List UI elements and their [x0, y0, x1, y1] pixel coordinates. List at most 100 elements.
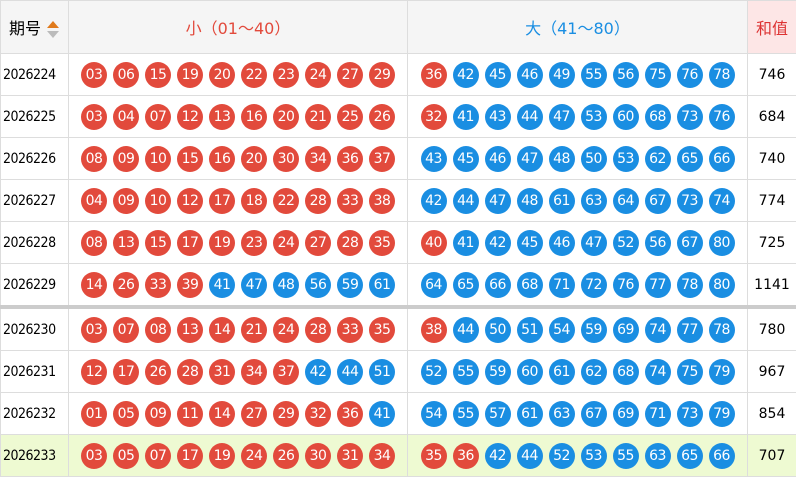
big-balls: 40 41 42 45 46 47 52 56 67 80 [407, 221, 748, 264]
ball: 41 [369, 400, 395, 427]
ball: 44 [516, 442, 543, 469]
period: 2026226 [0, 137, 69, 180]
period: 2026230 [0, 305, 69, 351]
ball: 69 [612, 316, 639, 343]
ball: 27 [337, 61, 363, 88]
ball: 42 [484, 442, 511, 469]
ball: 07 [145, 103, 171, 130]
ball: 17 [113, 358, 139, 385]
ball: 12 [177, 187, 203, 214]
period: 2026229 [0, 263, 69, 308]
small-balls: 01 05 09 11 14 27 29 32 36 41 [68, 392, 408, 435]
ball: 56 [644, 229, 671, 256]
ball: 37 [369, 145, 395, 172]
ball: 36 [420, 61, 447, 88]
ball: 36 [337, 145, 363, 172]
ball: 76 [676, 61, 703, 88]
ball: 41 [452, 103, 479, 130]
period: 2026228 [0, 221, 69, 264]
ball: 23 [273, 61, 299, 88]
ball: 14 [81, 271, 107, 298]
period: 2026227 [0, 179, 69, 222]
draw-row: 2026233 03 05 07 17 19 24 26 30 31 34 35 36 42 44 52 53 5… [0, 434, 796, 477]
ball: 05 [113, 442, 139, 469]
ball: 24 [305, 61, 331, 88]
ball: 35 [369, 229, 395, 256]
ball: 44 [452, 316, 479, 343]
ball: 55 [452, 400, 479, 427]
ball: 47 [548, 103, 575, 130]
ball: 07 [145, 442, 171, 469]
ball: 34 [305, 145, 331, 172]
ball: 76 [708, 103, 735, 130]
ball: 30 [305, 442, 331, 469]
ball: 18 [241, 187, 267, 214]
ball: 21 [241, 316, 267, 343]
sum: 746 [747, 53, 796, 96]
small-balls: 08 09 10 15 16 20 30 34 36 37 [68, 137, 408, 180]
period-header-text: 期号 [8, 18, 41, 38]
ball: 61 [548, 358, 575, 385]
ball: 03 [81, 103, 107, 130]
ball: 26 [113, 271, 139, 298]
big-balls: 32 41 43 44 47 53 60 68 73 76 [407, 95, 748, 138]
ball: 11 [177, 400, 203, 427]
ball: 54 [548, 316, 575, 343]
ball: 71 [644, 400, 671, 427]
ball: 09 [113, 145, 139, 172]
ball: 03 [81, 442, 107, 469]
ball: 03 [81, 61, 107, 88]
ball: 10 [145, 187, 171, 214]
ball: 79 [708, 358, 735, 385]
sort-icon[interactable] [46, 19, 60, 39]
ball: 12 [177, 103, 203, 130]
sum: 740 [747, 137, 796, 180]
period-header[interactable]: 期号 [0, 0, 69, 54]
small-balls: 03 06 15 19 20 22 23 24 27 29 [68, 53, 408, 96]
ball: 35 [420, 442, 447, 469]
ball: 34 [241, 358, 267, 385]
small-balls: 14 26 33 39 41 47 48 56 59 61 [68, 263, 408, 308]
ball: 53 [580, 103, 607, 130]
ball: 67 [676, 229, 703, 256]
ball: 50 [484, 316, 511, 343]
ball: 45 [516, 229, 543, 256]
ball: 21 [305, 103, 331, 130]
ball: 47 [241, 271, 267, 298]
ball: 42 [452, 61, 479, 88]
big-balls: 36 42 45 46 49 55 56 75 76 78 [407, 53, 748, 96]
ball: 31 [209, 358, 235, 385]
ball: 78 [676, 271, 703, 298]
ball: 73 [676, 103, 703, 130]
sum: 707 [747, 434, 796, 477]
big-header: 大（41～80） [407, 0, 748, 54]
ball: 36 [452, 442, 479, 469]
sum: 1141 [747, 263, 796, 308]
small-balls: 12 17 26 28 31 34 37 42 44 51 [68, 350, 408, 393]
ball: 42 [305, 358, 331, 385]
ball: 59 [337, 271, 363, 298]
ball: 67 [580, 400, 607, 427]
big-balls: 52 55 59 60 61 62 68 74 75 79 [407, 350, 748, 393]
period: 2026225 [0, 95, 69, 138]
ball: 04 [113, 103, 139, 130]
draw-row: 2026229 14 26 33 39 41 47 48 56 59 61 64 65 66 68 71 72 7… [0, 263, 796, 308]
big-balls: 54 55 57 61 63 67 69 71 73 79 [407, 392, 748, 435]
ball: 68 [612, 358, 639, 385]
ball: 40 [420, 229, 447, 256]
ball: 19 [209, 229, 235, 256]
ball: 74 [708, 187, 735, 214]
big-balls: 38 44 50 51 54 59 69 74 77 78 [407, 305, 748, 351]
ball: 15 [177, 145, 203, 172]
ball: 35 [369, 316, 395, 343]
ball: 13 [209, 103, 235, 130]
ball: 67 [644, 187, 671, 214]
ball: 20 [241, 145, 267, 172]
ball: 54 [420, 400, 447, 427]
ball: 20 [209, 61, 235, 88]
ball: 66 [484, 271, 511, 298]
ball: 05 [113, 400, 139, 427]
ball: 66 [708, 145, 735, 172]
